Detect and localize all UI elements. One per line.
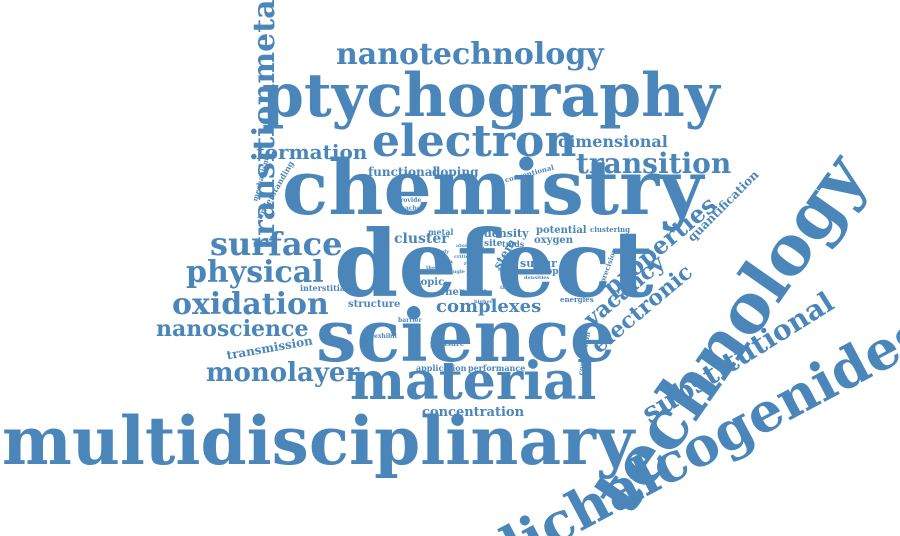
word-rhenium: rhenium [440,287,488,298]
word-cluster: cluster [394,231,449,247]
word-monolayer: monolayer [206,358,360,388]
word-line: line [436,257,453,267]
word-tmds: tmds [502,239,525,249]
word-clustering: clustering [590,225,630,234]
word-defect: defect [334,210,654,318]
word-pressure: pressure [430,339,465,348]
word-barrier: barrier [398,317,422,324]
word-concentration: concentration [422,405,525,420]
word-energies: energies [560,295,594,304]
word-ptychography: ptychography [262,61,720,131]
word-formation: formation [256,140,368,164]
word-provide: provide [396,197,422,204]
word-complexes: complexes [436,296,542,317]
word-doping: doping [432,165,479,179]
word-chemistry: chemistry [282,143,704,232]
word-site: site [484,239,503,249]
word-thresh: thresh [500,285,519,291]
word-nanoscience: nanoscience [156,316,309,342]
word-functional: functional [368,165,438,179]
word-dimensional: dimensional [558,132,668,151]
word-theory: theory [426,265,445,271]
word-scale: scale [470,245,485,251]
word-critical: critical [454,254,474,260]
word-oxygen: oxygen [534,235,574,246]
word-metal: metal [428,227,454,237]
word-level: level [498,267,512,273]
word-study: study [434,249,450,255]
word-result: result [464,261,481,267]
word-science: science [316,293,616,378]
word-performance: performance [468,363,526,373]
word-single: single [448,269,465,275]
word-atom: atom [456,243,471,249]
word-structure: structure [348,299,401,310]
word-application: application [416,363,467,373]
word-density: density [484,227,529,240]
word-reaches: reaches [398,205,425,212]
word-material: material [350,351,597,412]
word-potential: potential [536,225,587,236]
word-transition: transition [576,147,732,180]
word-topic: topic [416,277,445,288]
word-surface: surface [210,225,343,263]
word-densities: densities [524,275,550,281]
word-exhibit: exhibit [374,333,398,340]
word-higher: higher [474,299,493,305]
word-sulfur: sulfur [520,257,557,270]
word-oxidation: oxidation [172,287,329,322]
word-dopant: dopant [540,267,576,277]
word-interstitial: interstitial [300,283,349,293]
word-physical: physical [186,255,324,290]
word-nanotechnology: nanotechnology [336,37,604,72]
word-multidisciplinary: multidisciplinary [2,402,635,480]
word-electron: electron [372,116,577,167]
